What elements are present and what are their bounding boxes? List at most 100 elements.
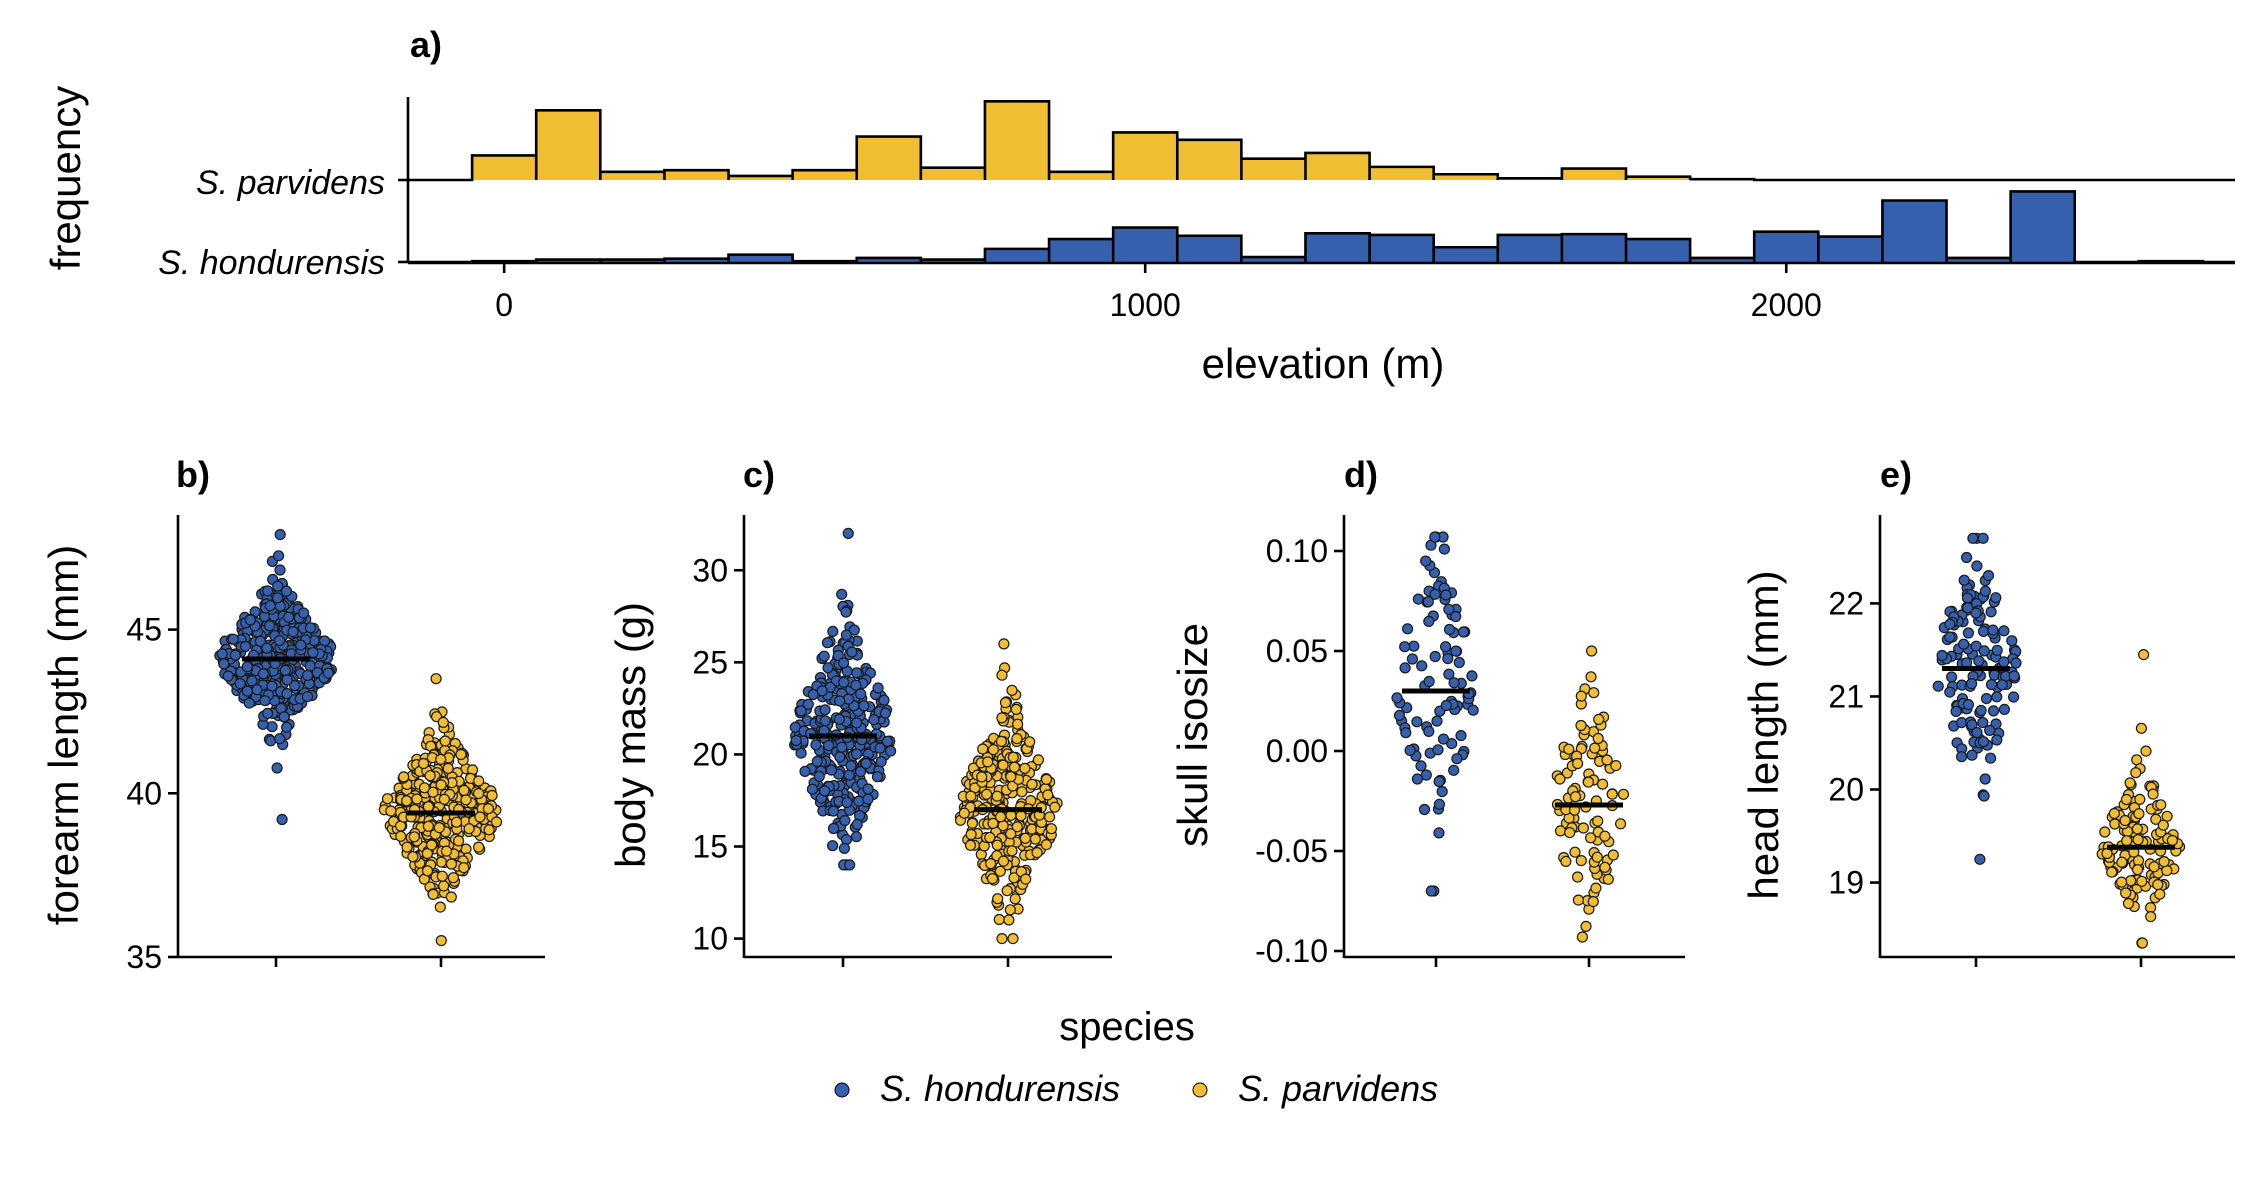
panel-b-point-parvidens — [421, 865, 434, 877]
panel-c-point-parvidens — [991, 839, 1004, 851]
panel-b-point-hondurensis — [229, 649, 241, 661]
panel-c-point-hondurensis — [855, 688, 867, 700]
panel-a-axes: 0 1000 2000 — [398, 97, 2235, 323]
panel-e-point-parvidens — [2136, 875, 2148, 887]
panel-b-point-parvidens — [422, 820, 434, 832]
panel-d-point-parvidens — [1610, 759, 1622, 772]
hist-bar-parvidens — [1177, 139, 1242, 180]
panel-e-point-parvidens — [2135, 722, 2147, 734]
panel-d-point-parvidens — [1564, 826, 1576, 839]
panel-c-point-hondurensis — [858, 700, 870, 712]
panel-b-point-hondurensis — [307, 646, 319, 659]
panel-b-point-parvidens — [438, 793, 450, 805]
panel-b-point-hondurensis — [302, 669, 314, 682]
panel-c-point-parvidens — [1026, 778, 1038, 790]
panel-d-point-parvidens — [1572, 894, 1585, 906]
panel-d-point-parvidens — [1571, 871, 1584, 883]
panel-d-point-hondurensis — [1399, 641, 1411, 653]
panel-c-point-hondurensis — [819, 704, 831, 716]
panel-b-point-hondurensis — [244, 614, 256, 626]
panel-e-point-parvidens — [2101, 847, 2113, 860]
panel-b-point-parvidens — [426, 839, 438, 851]
panel-c-point-parvidens — [965, 828, 977, 841]
panel-d-point-parvidens — [1585, 645, 1598, 657]
panel-b-point-hondurensis — [259, 694, 271, 707]
panel-b-point-hondurensis — [295, 639, 307, 651]
panel-c-point-hondurensis — [790, 734, 802, 747]
panel-b-point-parvidens — [417, 757, 430, 770]
panel-b-point-hondurensis — [278, 711, 290, 723]
panel-c-y-tick-label: 10 — [692, 921, 728, 957]
panel-b-point-hondurensis — [266, 721, 278, 733]
panel-e-point-hondurensis — [1982, 569, 1995, 582]
panel-a-xlabel: elevation (m) — [1202, 340, 1445, 387]
panel-b-point-parvidens — [427, 888, 439, 901]
panel-c-point-hondurensis — [840, 629, 853, 641]
panel-e-point-hondurensis — [1987, 705, 2000, 717]
hist-bar-parvidens — [1305, 152, 1370, 180]
panel-e-point-hondurensis — [1998, 656, 2010, 668]
panel-d-point-parvidens — [1599, 830, 1611, 842]
panel-c-point-parvidens — [1031, 846, 1043, 859]
hist-bar-parvidens — [1241, 158, 1306, 180]
panel-e-point-hondurensis — [1984, 724, 1996, 737]
panel-c-point-parvidens — [958, 807, 970, 819]
panel-c-point-parvidens — [1010, 703, 1022, 716]
panel-b-point-parvidens — [473, 841, 485, 853]
panel-d-point-hondurensis — [1443, 623, 1456, 636]
panel-c-point-hondurensis — [822, 662, 834, 674]
panel-c-point-parvidens — [1006, 684, 1018, 696]
hist-bar-parvidens — [984, 101, 1050, 180]
panel-e-point-hondurensis — [1971, 560, 1983, 572]
panel-b-point-parvidens — [401, 795, 413, 807]
panel-c-point-hondurensis — [834, 751, 846, 763]
panel-c-point-parvidens — [1004, 904, 1016, 916]
panel-d-point-hondurensis — [1399, 662, 1411, 674]
panel-c-point-hondurensis — [850, 831, 863, 843]
hist-bar-parvidens — [1049, 171, 1114, 180]
panel-d-point-parvidens — [1599, 861, 1611, 873]
panel-e-point-hondurensis — [1978, 790, 1990, 802]
hist-bar-hondurensis — [1049, 239, 1114, 262]
panel-d-point-hondurensis — [1442, 652, 1454, 665]
panel-e-point-hondurensis — [1984, 752, 1997, 764]
panel-e-point-hondurensis — [1991, 691, 2003, 703]
panel-e-point-hondurensis — [2007, 691, 2020, 703]
panel-d-y-tick-label: 0.05 — [1266, 633, 1328, 669]
panel-b-point-hondurensis — [280, 585, 292, 597]
hist-bar-hondurensis — [856, 257, 921, 262]
panel-d-point-parvidens — [1592, 732, 1604, 745]
panel-b-point-hondurensis — [301, 690, 314, 703]
panel-c-point-parvidens — [1045, 823, 1058, 835]
hist-bar-hondurensis — [2010, 191, 2075, 262]
panel-a-x-tick-label: 2000 — [1751, 287, 1822, 323]
panel-c-point-hondurensis — [878, 694, 890, 706]
panel-d-point-hondurensis — [1393, 709, 1406, 722]
panel-c-point-parvidens — [987, 817, 999, 830]
hist-bar-parvidens — [1433, 174, 1498, 180]
panel-b-point-parvidens — [447, 872, 459, 884]
panel-c-point-hondurensis — [819, 715, 831, 727]
panel-d-point-parvidens — [1584, 832, 1597, 844]
panel-c-point-hondurensis — [827, 625, 839, 638]
panel-e-point-hondurensis — [1936, 649, 1948, 662]
panel-c-point-hondurensis — [875, 755, 887, 768]
panel-c-point-parvidens — [982, 756, 994, 768]
panel-e-point-hondurensis — [1977, 625, 1990, 638]
panel-c-ylabel: body mass (g) — [607, 602, 654, 868]
hist-bar-parvidens — [792, 170, 857, 180]
panel-c-point-hondurensis — [827, 805, 840, 817]
panel-d-point-hondurensis — [1408, 640, 1420, 652]
hist-bar-parvidens — [1626, 176, 1691, 180]
panel-c-point-hondurensis — [818, 650, 830, 662]
panel-b-point-hondurensis — [264, 620, 276, 632]
panel-c-point-parvidens — [1024, 736, 1036, 748]
panel-d-point-parvidens — [1560, 855, 1572, 868]
panel-c-point-parvidens — [987, 744, 1000, 756]
panel-d-point-parvidens — [1554, 773, 1566, 785]
panel-d-point-hondurensis — [1406, 653, 1419, 665]
panel-b-point-parvidens — [407, 851, 419, 863]
panel-b-point-hondurensis — [216, 648, 228, 660]
panel-b-point-parvidens — [458, 862, 470, 874]
panel-b-point-parvidens — [445, 858, 457, 870]
